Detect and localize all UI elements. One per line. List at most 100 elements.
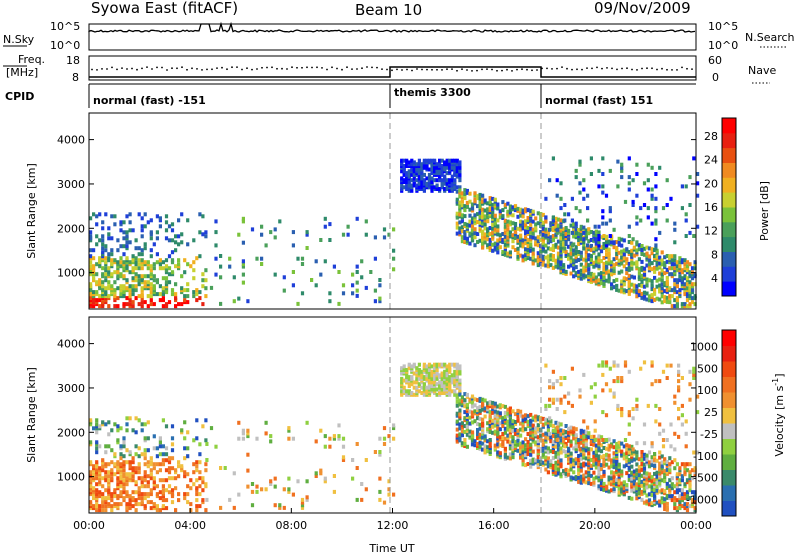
data-cell <box>521 444 525 449</box>
data-cell <box>519 213 523 218</box>
data-cell <box>143 462 147 467</box>
data-cell <box>478 444 482 449</box>
data-cell <box>693 266 697 271</box>
data-cell <box>653 477 657 482</box>
data-cell <box>260 232 264 237</box>
data-cell <box>131 460 135 465</box>
data-cell <box>688 482 692 487</box>
data-cell <box>678 260 682 265</box>
data-cell <box>501 214 505 219</box>
data-cell <box>483 232 487 237</box>
data-cell <box>637 283 641 288</box>
data-cell <box>503 404 507 409</box>
data-cell <box>204 286 208 291</box>
data-cell <box>95 214 99 219</box>
data-cell <box>122 290 126 295</box>
data-cell <box>521 414 525 419</box>
data-cell <box>273 484 277 489</box>
data-cell <box>577 258 581 262</box>
data-cell <box>572 258 576 263</box>
data-cell <box>158 284 162 289</box>
data-cell <box>506 223 510 228</box>
data-cell <box>125 476 129 481</box>
data-cell <box>620 376 624 380</box>
data-cell <box>392 248 396 253</box>
data-cell <box>589 258 593 262</box>
data-cell <box>107 294 111 299</box>
nave-point <box>111 66 113 69</box>
data-cell <box>478 220 482 225</box>
data-cell <box>692 234 696 238</box>
data-cell <box>427 368 432 372</box>
data-cell <box>654 243 658 248</box>
nave-point <box>101 68 103 70</box>
data-cell <box>586 206 590 211</box>
data-cell <box>654 209 658 214</box>
data-cell <box>488 410 492 415</box>
nave-point <box>406 68 408 71</box>
data-cell <box>587 447 591 452</box>
data-cell <box>460 199 464 204</box>
data-cell <box>237 232 241 237</box>
nave-point <box>671 69 673 71</box>
data-cell <box>645 251 649 256</box>
data-cell <box>646 403 650 408</box>
data-cell <box>567 468 571 473</box>
data-cell <box>635 215 639 220</box>
data-cell <box>551 265 555 270</box>
data-cell <box>623 199 628 204</box>
data-cell <box>630 248 634 253</box>
data-cell <box>407 169 411 174</box>
data-cell <box>269 479 273 484</box>
data-cell <box>551 400 555 405</box>
data-cell <box>483 240 487 245</box>
data-cell <box>122 440 126 445</box>
data-cell <box>101 484 105 489</box>
data-cell <box>612 445 616 450</box>
data-cell <box>506 439 510 444</box>
data-cell <box>685 490 690 495</box>
data-cell <box>116 286 120 291</box>
data-cell <box>622 480 626 485</box>
data-cell <box>577 242 581 246</box>
data-cell <box>476 194 480 199</box>
data-cell <box>665 467 669 472</box>
data-cell <box>491 430 495 435</box>
data-cell <box>458 422 462 427</box>
data-cell <box>128 270 132 275</box>
data-cell <box>620 449 624 454</box>
data-cell <box>597 243 601 248</box>
data-cell <box>219 254 223 258</box>
nave-point <box>161 66 163 69</box>
data-cell <box>89 296 93 301</box>
data-cell <box>646 206 650 211</box>
data-cell <box>128 220 132 225</box>
data-cell <box>506 411 510 416</box>
xtick-label: 04:00 <box>174 519 206 532</box>
data-cell <box>579 434 583 439</box>
colorbar-tick: -100 <box>693 450 718 463</box>
data-cell <box>684 218 688 223</box>
data-cell <box>534 426 538 431</box>
data-cell <box>104 508 108 513</box>
data-cell <box>647 262 652 267</box>
data-cell <box>146 474 150 479</box>
data-cell <box>625 247 629 252</box>
data-cell <box>541 422 545 427</box>
nave-point <box>471 70 473 72</box>
data-cell <box>602 487 606 492</box>
data-cell <box>554 264 558 269</box>
data-cell <box>453 392 457 397</box>
data-cell <box>655 500 659 505</box>
data-cell <box>601 372 605 377</box>
data-cell <box>563 376 567 380</box>
data-cell <box>620 175 624 180</box>
data-cell <box>503 452 507 457</box>
data-cell <box>146 492 150 497</box>
data-cell <box>107 226 111 231</box>
data-cell <box>536 259 540 264</box>
data-cell <box>468 415 472 420</box>
data-cell <box>608 388 612 393</box>
data-cell <box>620 162 624 167</box>
nave-point <box>306 66 308 69</box>
